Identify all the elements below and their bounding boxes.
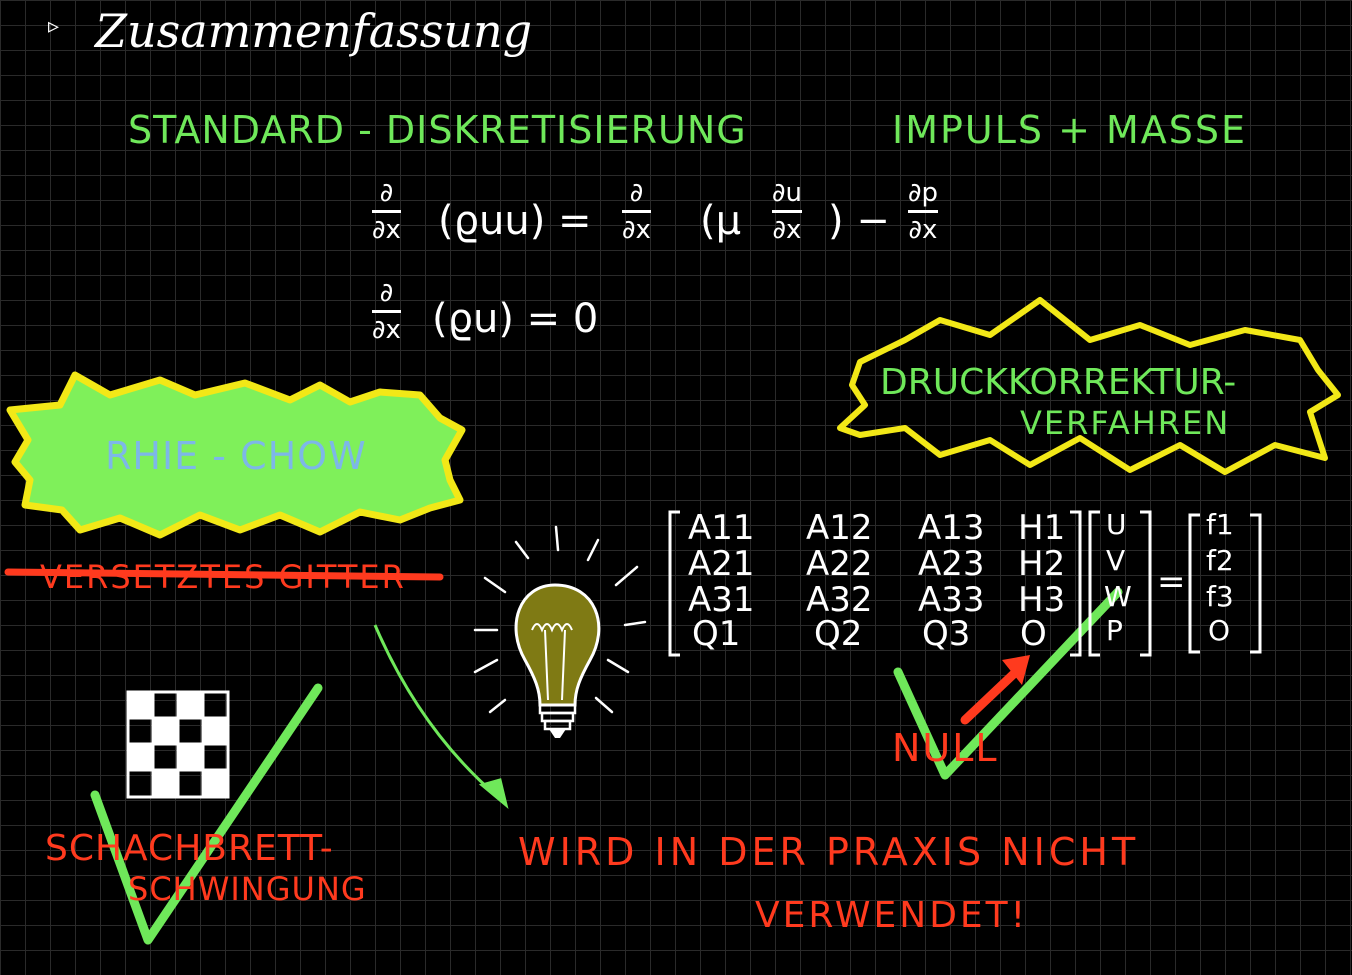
rhs-cell: f2: [1206, 544, 1234, 577]
fraction-num: ∂u: [772, 178, 802, 208]
subtitle-standard: STANDARD - DISKRETISIERUNG: [128, 108, 747, 152]
schachbrett-line2: SCHWINGUNG: [128, 870, 367, 908]
fraction: ∂ ∂x: [622, 178, 651, 245]
fraction-num: ∂: [629, 178, 644, 208]
rhie-chow-burst: [6, 371, 466, 539]
strikethrough-line: [4, 568, 444, 581]
down-arrow-icon: [373, 624, 499, 799]
versetztes-gitter-label: VERSETZTES GITTER: [40, 558, 406, 596]
druckkorrektur-line2: VERFAHREN: [1020, 404, 1231, 442]
unknown-cell: W: [1104, 580, 1132, 613]
matrix-cell: A22: [806, 544, 873, 584]
unknown-cell: V: [1106, 544, 1126, 577]
matrix-cell: H2: [1018, 544, 1066, 584]
fraction-num: ∂: [379, 178, 394, 208]
equation-term: (μ: [700, 198, 742, 244]
fraction: ∂p ∂x: [908, 178, 938, 245]
checkmark-icon: [893, 587, 1123, 780]
down-arrow-head: [478, 778, 509, 810]
matrix-cell: Q1: [692, 614, 741, 654]
equation-term: ) −: [828, 198, 890, 244]
fraction-den: ∂x: [372, 315, 401, 345]
checkmark-icon: [90, 683, 323, 945]
matrix-cell: Q3: [922, 614, 971, 654]
matrix-cell: A12: [806, 508, 873, 548]
rhie-chow-label: RHIE - CHOW: [105, 434, 367, 478]
fraction-num: ∂: [379, 278, 394, 308]
bullet-arrow-icon: ▹: [48, 14, 60, 39]
matrix-cell: H1: [1018, 508, 1066, 548]
praxis-line2: VERWENDET!: [755, 895, 1029, 936]
praxis-line1: WIRD IN DER PRAXIS NICHT: [518, 830, 1140, 874]
matrix-cell: O: [1020, 614, 1047, 654]
fraction-den: ∂x: [622, 215, 651, 245]
matrix-cell: A33: [918, 580, 985, 620]
fraction-num: ∂p: [908, 178, 938, 208]
null-arrow-head: [1002, 655, 1030, 685]
lightbulb-icon: [514, 583, 601, 738]
fraction: ∂ ∂x: [372, 278, 401, 345]
null-arrow: [960, 663, 1025, 725]
fraction: ∂ ∂x: [372, 178, 401, 245]
subtitle-impuls: IMPULS + MASSE: [892, 108, 1248, 152]
matrix-brackets: [668, 510, 1262, 657]
unknown-cell: U: [1106, 508, 1127, 541]
matrix-cell: A32: [806, 580, 873, 620]
lightbulb-rays: [473, 525, 647, 714]
matrix-cell: A31: [688, 580, 755, 620]
equation-term: (ϱuu) =: [438, 198, 592, 244]
fraction-den: ∂x: [908, 215, 938, 245]
matrix-cell: A23: [918, 544, 985, 584]
equation-term: (ϱu) = 0: [432, 296, 599, 342]
druckkorrektur-burst: [837, 297, 1341, 475]
fraction: ∂u ∂x: [772, 178, 802, 245]
matrix-cell: Q2: [814, 614, 863, 654]
druckkorrektur-line1: DRUCKKORREKTUR-: [880, 362, 1237, 403]
matrix-cell: A21: [688, 544, 755, 584]
matrix-equals: =: [1157, 562, 1186, 602]
matrix-cell: A13: [918, 508, 985, 548]
rhs-cell: O: [1208, 614, 1231, 647]
schachbrett-line1: SCHACHBRETT-: [45, 828, 334, 869]
fraction-den: ∂x: [772, 215, 802, 245]
fraction-den: ∂x: [372, 215, 401, 245]
rhs-cell: f1: [1206, 508, 1234, 541]
null-label: NULL: [892, 726, 999, 770]
rhs-cell: f3: [1206, 580, 1234, 613]
matrix-cell: H3: [1018, 580, 1066, 620]
matrix-cell: A11: [688, 508, 755, 548]
page-title: Zusammenfassung: [95, 4, 533, 58]
unknown-cell: P: [1106, 614, 1123, 647]
checkerboard-icon: [126, 690, 230, 799]
